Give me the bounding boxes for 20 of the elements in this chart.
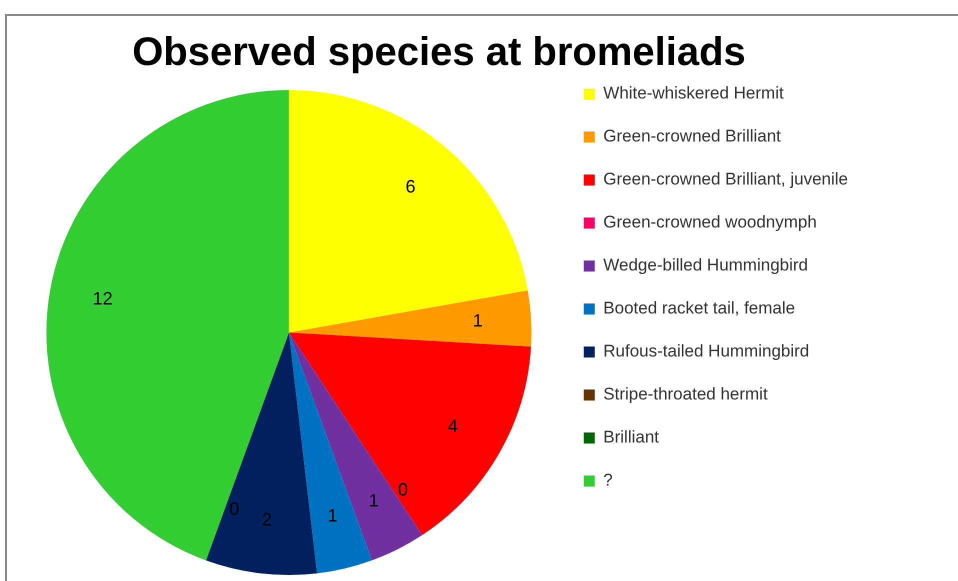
data-label: 1 [328, 506, 338, 526]
data-label: 1 [472, 310, 483, 330]
data-label: 6 [405, 176, 416, 197]
legend-label: Rufous-tailed Hummingbird [603, 342, 810, 361]
legend-label: ? [603, 470, 613, 490]
data-label: 4 [448, 416, 458, 436]
chart-title: Observed species at bromeliads [132, 30, 746, 74]
data-label: 12 [92, 288, 113, 309]
legend-label: Green-crowned woodnymph [603, 212, 817, 232]
text: 0 [229, 499, 240, 520]
legend-label: Stripe-throated hermit [603, 384, 768, 404]
legend-label: Wedge-billed Hummingbird [603, 256, 808, 275]
text: 0 [398, 480, 408, 500]
legend-label: Green-crowned Brilliant, juvenile [603, 170, 848, 189]
legend-label: White-whiskered Hermit [603, 84, 784, 103]
legend-label: Brilliant [603, 428, 660, 447]
data-label: 2 [262, 509, 272, 530]
data-label: 1 [368, 490, 379, 510]
legend-label: Green-crowned Brilliant [603, 126, 782, 146]
legend-label: Booted racket tail, female [603, 298, 796, 318]
